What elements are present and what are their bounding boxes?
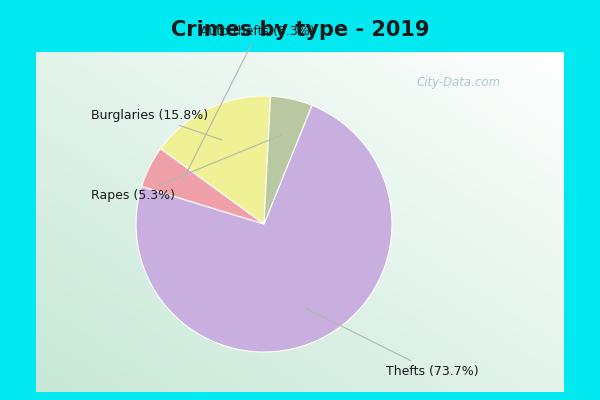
Text: Burglaries (15.8%): Burglaries (15.8%)	[91, 109, 222, 140]
Wedge shape	[264, 96, 312, 224]
Text: Crimes by type - 2019: Crimes by type - 2019	[171, 20, 429, 40]
Text: Thefts (73.7%): Thefts (73.7%)	[306, 308, 478, 378]
Text: Auto thefts (5.3%): Auto thefts (5.3%)	[183, 25, 315, 180]
Wedge shape	[161, 96, 271, 224]
Wedge shape	[142, 148, 264, 224]
Wedge shape	[136, 105, 392, 352]
Text: Rapes (5.3%): Rapes (5.3%)	[91, 135, 281, 202]
Text: City-Data.com: City-Data.com	[416, 76, 500, 89]
